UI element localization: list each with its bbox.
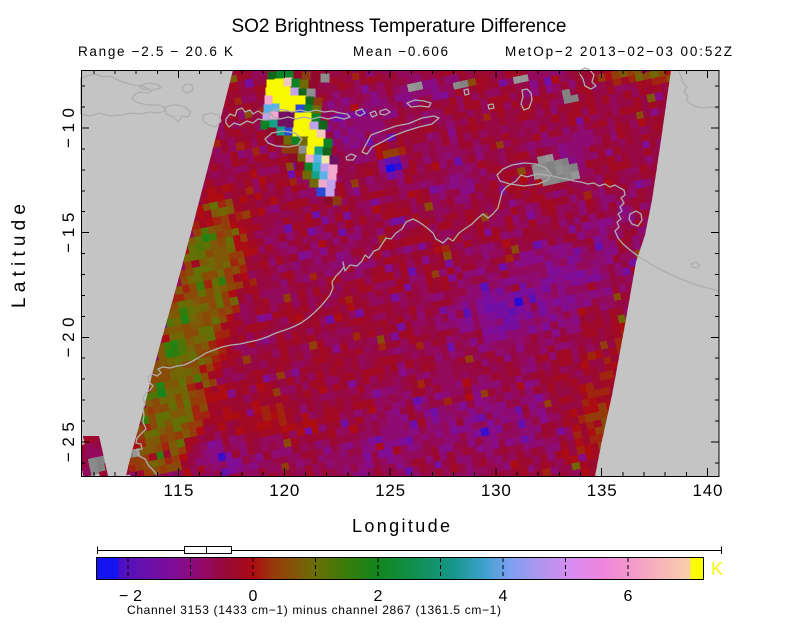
svg-text:135: 135 [587,481,617,500]
svg-text:−20: −20 [59,317,78,357]
svg-text:120: 120 [269,481,299,500]
svg-text:0: 0 [249,588,258,605]
svg-text:−25: −25 [59,422,78,462]
svg-text:6: 6 [624,588,633,605]
svg-text:125: 125 [375,481,405,500]
svg-text:Channel 3153 (1433 cm−1) minus: Channel 3153 (1433 cm−1) minus channel 2… [127,603,501,617]
svg-text:2: 2 [374,588,383,605]
svg-text:130: 130 [481,481,511,500]
svg-text:SO2 Brightness Temperature Dif: SO2 Brightness Temperature Difference [232,16,567,37]
svg-text:Latitude: Latitude [9,204,30,308]
svg-text:115: 115 [164,481,194,500]
svg-text:4: 4 [499,588,508,605]
svg-text:Longitude: Longitude [352,516,450,536]
svg-text:−15: −15 [59,213,78,253]
svg-text:K: K [711,559,723,579]
svg-text:MetOp−2 2013−02−03 00:52Z: MetOp−2 2013−02−03 00:52Z [505,44,732,59]
svg-text:−10: −10 [59,108,78,148]
svg-text:Range −2.5 − 20.6 K: Range −2.5 − 20.6 K [78,44,233,59]
svg-text:140: 140 [693,481,723,500]
svg-text:Mean −0.606: Mean −0.606 [353,44,448,59]
